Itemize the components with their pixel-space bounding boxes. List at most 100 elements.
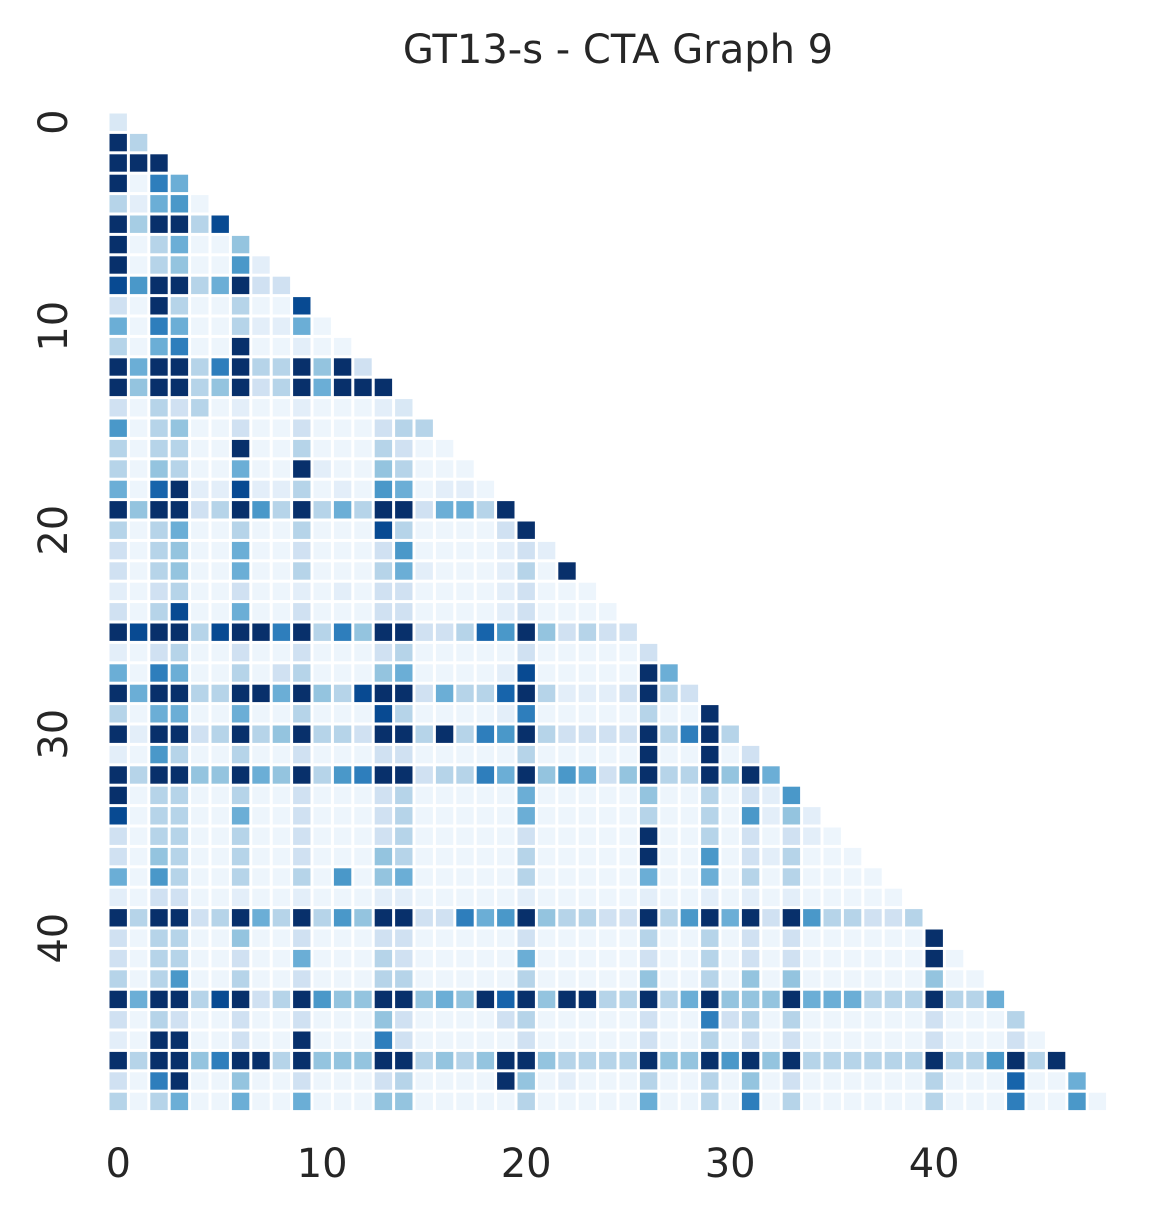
heatmap-cell xyxy=(211,1092,229,1111)
heatmap-cell xyxy=(150,990,168,1009)
heatmap-cell xyxy=(150,949,168,968)
heatmap-cell xyxy=(109,460,127,478)
heatmap-cell xyxy=(517,705,535,723)
heatmap-cell xyxy=(211,256,229,274)
heatmap-cell xyxy=(170,195,189,213)
heatmap-cell xyxy=(191,664,209,682)
heatmap-cell xyxy=(150,276,168,295)
heatmap-cell xyxy=(558,807,576,825)
heatmap-cell xyxy=(333,603,352,621)
heatmap-cell xyxy=(129,603,148,621)
heatmap-cell xyxy=(476,1092,495,1111)
heatmap-cell xyxy=(762,990,780,1009)
heatmap-cell xyxy=(803,949,821,968)
heatmap-cell xyxy=(374,378,393,397)
heatmap-cell xyxy=(129,643,148,662)
heatmap-cell xyxy=(252,623,270,641)
heatmap-cell xyxy=(599,1011,617,1029)
heatmap-cell xyxy=(435,480,454,499)
heatmap-cell xyxy=(639,786,658,805)
heatmap-cell xyxy=(333,766,352,784)
heatmap-cell xyxy=(619,929,637,947)
heatmap-cell xyxy=(497,521,515,539)
heatmap-cell xyxy=(660,725,678,743)
heatmap-cell xyxy=(354,541,372,560)
heatmap-cell xyxy=(231,358,250,376)
heatmap-cell xyxy=(150,337,168,356)
heatmap-cell xyxy=(517,847,535,866)
heatmap-cell xyxy=(578,827,597,845)
heatmap-cell xyxy=(497,1011,515,1029)
heatmap-cell xyxy=(354,623,372,641)
heatmap-cell xyxy=(231,949,250,968)
heatmap-cell xyxy=(741,990,760,1009)
heatmap-cell xyxy=(823,949,841,968)
heatmap-cell xyxy=(803,807,821,825)
heatmap-cell xyxy=(211,399,229,417)
heatmap-cell xyxy=(150,643,168,662)
heatmap-cell xyxy=(476,582,495,601)
heatmap-cell xyxy=(313,745,331,764)
heatmap-cell xyxy=(313,419,331,437)
heatmap-cell xyxy=(333,684,352,703)
heatmap-cell xyxy=(578,745,597,764)
heatmap-cell xyxy=(191,745,209,764)
heatmap-cell xyxy=(639,868,658,886)
heatmap-cell xyxy=(415,664,433,682)
heatmap-cell xyxy=(456,1011,474,1029)
heatmap-cell xyxy=(252,460,270,478)
heatmap-cell xyxy=(374,868,393,886)
heatmap-cell xyxy=(456,990,474,1009)
heatmap-cell xyxy=(231,378,250,397)
heatmap-cell xyxy=(843,929,862,947)
heatmap-cell xyxy=(721,909,739,927)
heatmap-cell xyxy=(435,929,454,947)
heatmap-cell xyxy=(456,725,474,743)
heatmap-cell xyxy=(191,215,209,233)
heatmap-cell xyxy=(639,705,658,723)
heatmap-cell xyxy=(578,1092,597,1111)
heatmap-cell xyxy=(150,215,168,233)
heatmap-cell xyxy=(293,399,311,417)
heatmap-cell xyxy=(211,419,229,437)
heatmap-cell xyxy=(374,562,393,580)
heatmap-cell xyxy=(333,1031,352,1049)
heatmap-cell xyxy=(476,807,495,825)
heatmap-cell xyxy=(395,582,413,601)
heatmap-cell xyxy=(558,745,576,764)
heatmap-cell xyxy=(211,337,229,356)
heatmap-cell xyxy=(170,807,189,825)
heatmap-cell xyxy=(762,766,780,784)
heatmap-cell xyxy=(395,1072,413,1090)
heatmap-cell xyxy=(639,1031,658,1049)
heatmap-cell xyxy=(293,807,311,825)
heatmap-cell xyxy=(170,847,189,866)
heatmap-cell xyxy=(599,949,617,968)
heatmap-cell xyxy=(823,929,841,947)
heatmap-cell xyxy=(456,643,474,662)
heatmap-cell xyxy=(211,562,229,580)
heatmap-cell xyxy=(415,1072,433,1090)
heatmap-cell xyxy=(456,827,474,845)
heatmap-cell xyxy=(517,990,535,1009)
heatmap-cell xyxy=(374,1051,393,1070)
heatmap-cell xyxy=(925,949,943,968)
heatmap-cell xyxy=(293,970,311,988)
heatmap-cell xyxy=(619,1092,637,1111)
heatmap-cell xyxy=(741,1072,760,1090)
heatmap-cell xyxy=(905,929,923,947)
heatmap-cell xyxy=(211,990,229,1009)
heatmap-cell xyxy=(721,868,739,886)
heatmap-cell xyxy=(762,1051,780,1070)
heatmap-cell xyxy=(231,1051,250,1070)
heatmap-cell xyxy=(905,909,923,927)
heatmap-cell xyxy=(129,501,148,519)
heatmap-cell xyxy=(129,297,148,315)
heatmap-cell xyxy=(864,929,882,947)
heatmap-cell xyxy=(191,582,209,601)
heatmap-cell xyxy=(721,990,739,1009)
heatmap-cell xyxy=(231,888,250,907)
heatmap-cell xyxy=(191,1051,209,1070)
heatmap-cell xyxy=(476,521,495,539)
heatmap-cell xyxy=(639,929,658,947)
